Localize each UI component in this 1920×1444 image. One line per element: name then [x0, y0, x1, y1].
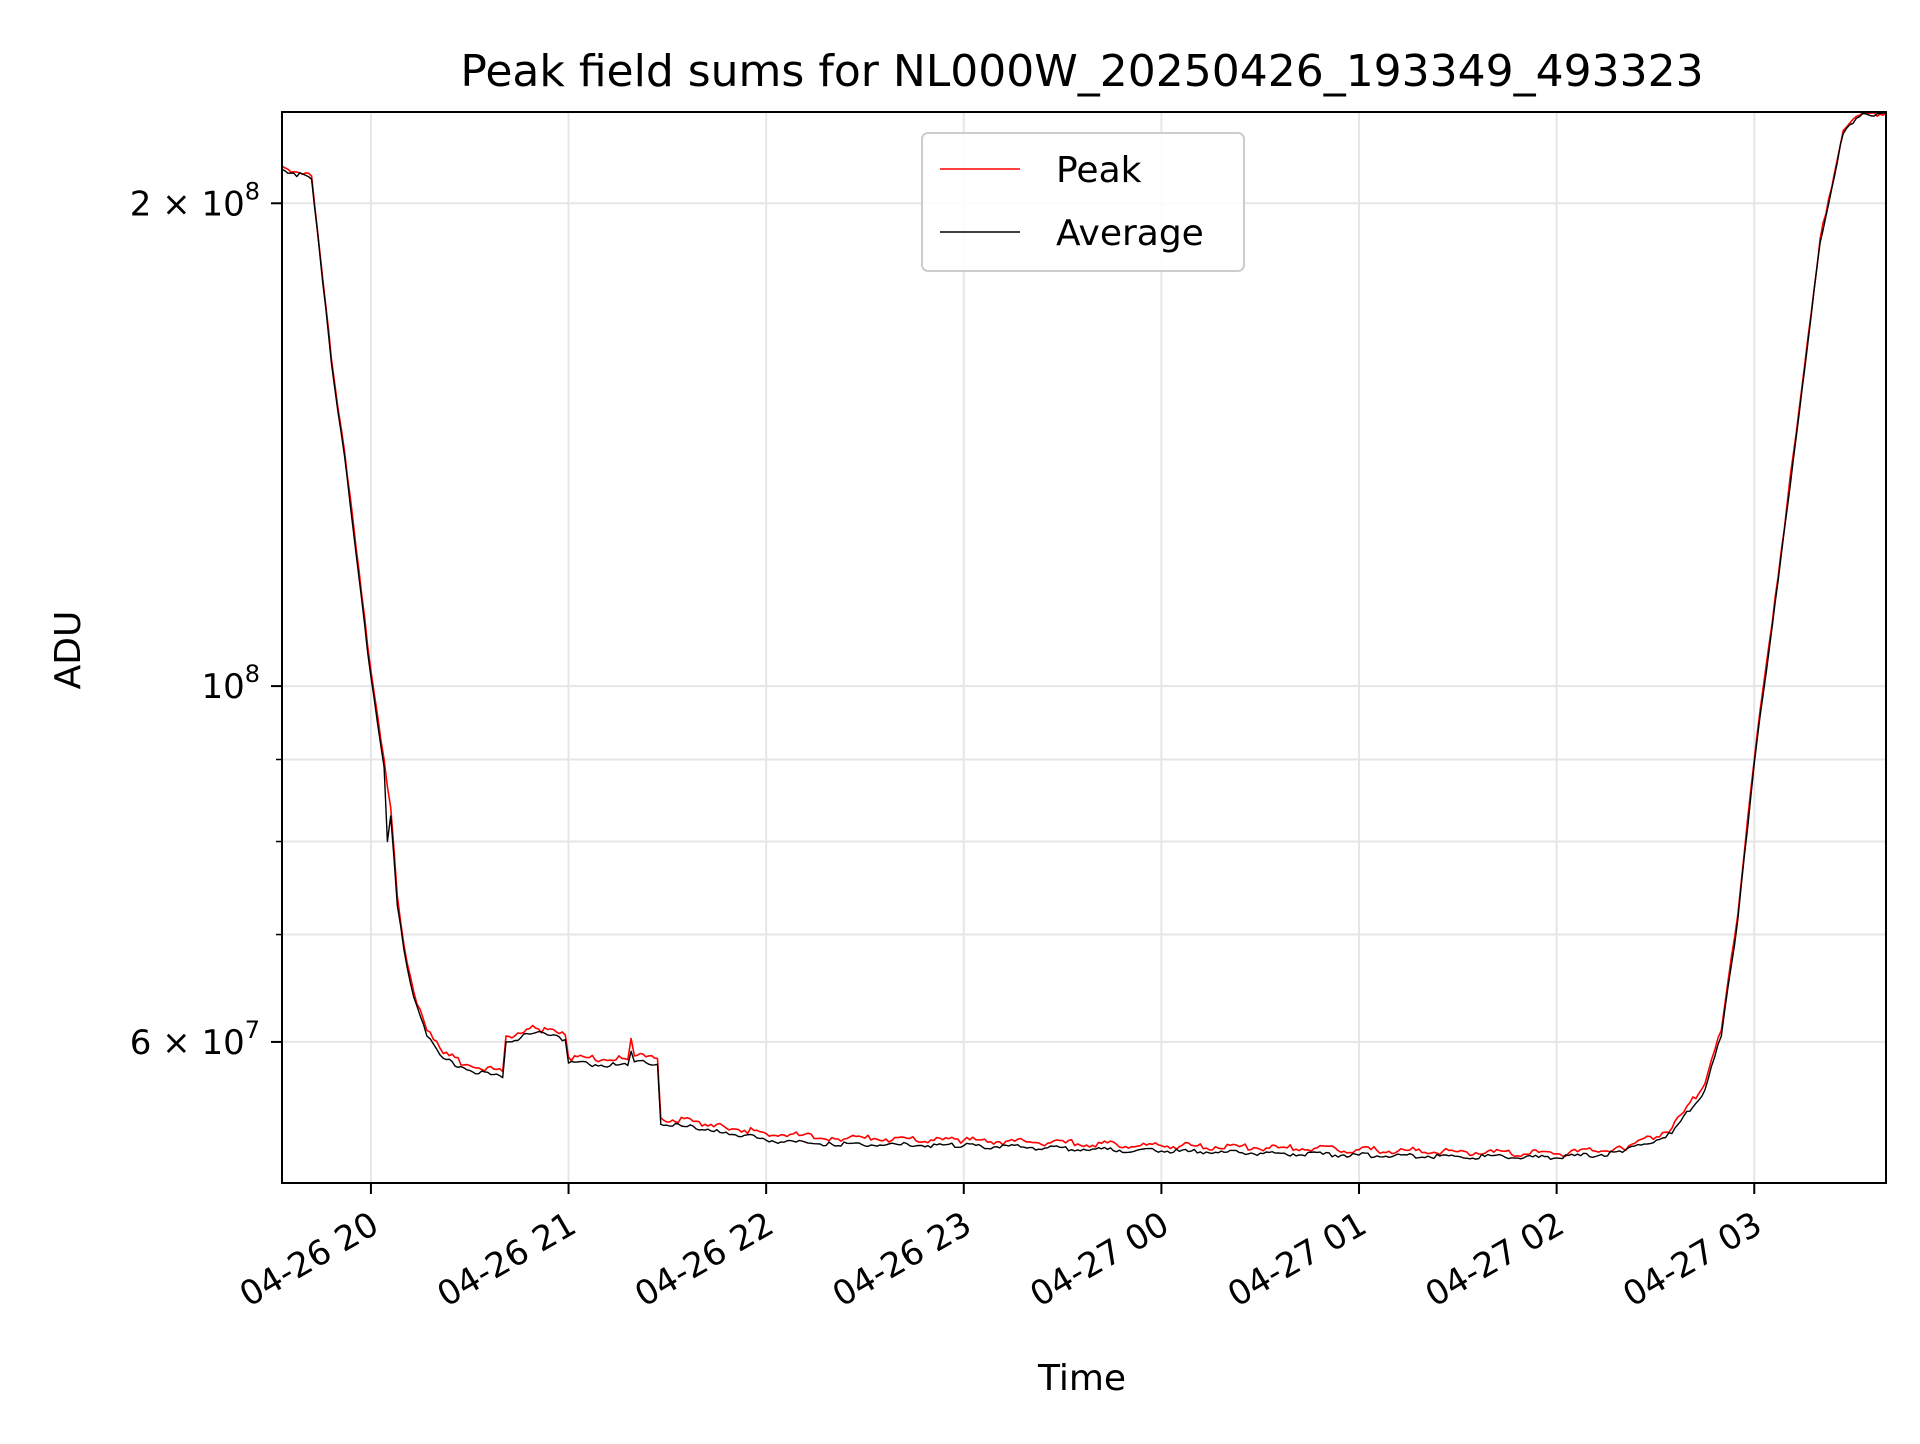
plot-frame — [281, 111, 1887, 1184]
legend-label-average: Average — [1056, 213, 1204, 254]
legend-label-peak: Peak — [1056, 150, 1142, 191]
series-line-average — [281, 112, 1886, 1161]
series-layer — [281, 112, 1887, 1161]
grid-layer — [282, 112, 1886, 1183]
series-line-peak — [281, 112, 1887, 1158]
y-tick-label: 6 × 107 — [130, 1016, 260, 1063]
legend: Peak Average — [921, 132, 1245, 272]
x-axis-label: Time — [1037, 1358, 1126, 1399]
legend-box — [921, 132, 1245, 272]
chart-title: Peak field sums for NL000W_20250426_1933… — [460, 46, 1703, 97]
y-axis-label: ADU — [48, 611, 89, 690]
y-tick-label: 108 — [201, 660, 260, 707]
y-tick-label: 2 × 108 — [130, 177, 260, 224]
